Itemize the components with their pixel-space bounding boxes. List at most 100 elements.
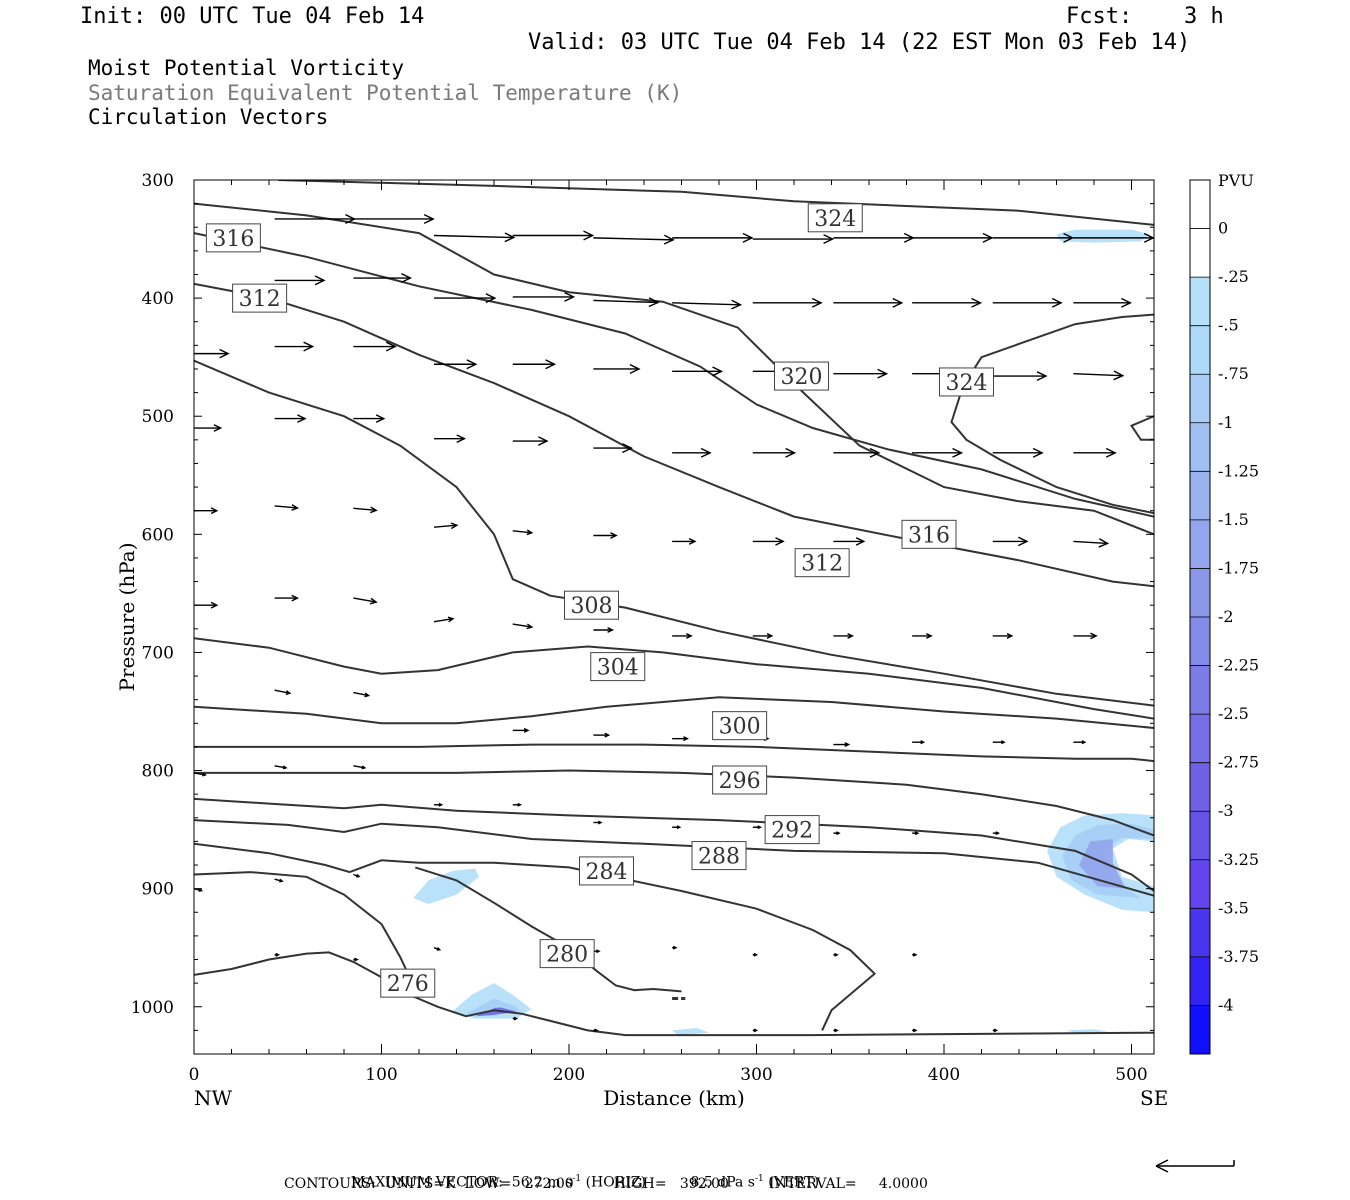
vector-head <box>291 504 300 511</box>
vector-99 <box>912 952 918 957</box>
vector-26 <box>512 359 557 370</box>
vector-head <box>823 234 835 245</box>
vector-44 <box>992 447 1044 458</box>
contour-288-4 <box>194 819 1154 897</box>
vector-98 <box>833 952 839 957</box>
vector-shaft <box>672 302 741 306</box>
vector-1 <box>353 213 435 224</box>
max-horiz-value: 56.2 m s <box>511 1174 573 1191</box>
circulation-vectors <box>194 213 1154 1033</box>
x-tick-label: 100 <box>365 1065 397 1085</box>
colorbar-segment <box>1190 277 1210 326</box>
contour-280-1 <box>194 871 411 978</box>
contour-label-text: 324 <box>946 371 988 396</box>
contour-label-308-7: 308 <box>564 590 619 620</box>
vector-head <box>766 632 774 639</box>
vector-head <box>596 949 601 954</box>
vector-57 <box>1073 538 1110 548</box>
vector-head <box>1105 447 1117 458</box>
vector-79 <box>1073 740 1087 745</box>
vector-head <box>1098 538 1110 548</box>
vector-head <box>291 594 300 602</box>
vector-head <box>1018 536 1029 547</box>
vector-76 <box>833 742 851 748</box>
vector-80 <box>194 772 207 777</box>
vector-102 <box>512 1016 519 1021</box>
max-vector-line: MAXIMUM VECTOR: 56.2 m s-1 (HORIZ) 8.5 d… <box>342 1158 819 1191</box>
vector-shaft <box>353 507 377 512</box>
vector-head <box>375 414 386 423</box>
contour-label-box <box>774 361 829 391</box>
contour-label-box <box>205 223 261 253</box>
init-time: Init: 00 UTC Tue 04 Feb 14 <box>80 4 425 29</box>
contour-label-312-1: 312 <box>232 283 288 313</box>
contour-label-text: 284 <box>586 860 628 885</box>
colorbar-unit: PVU <box>1218 171 1254 190</box>
vector-head <box>526 623 534 630</box>
vector-head <box>834 1028 839 1033</box>
vector-head <box>648 297 660 308</box>
vector-85 <box>593 820 603 825</box>
vector-3 <box>512 230 595 241</box>
vector-36 <box>353 414 386 423</box>
vector-72 <box>512 727 530 733</box>
contour-label-box <box>901 519 957 549</box>
x-tick-label: 0 <box>189 1065 200 1085</box>
vector-65 <box>752 632 774 639</box>
vector-90 <box>992 831 1001 836</box>
max-horiz-exponent: -1 <box>572 1174 582 1184</box>
vector-18 <box>833 297 904 308</box>
colorbar-label: -.5 <box>1218 316 1239 335</box>
contour-label-text: 280 <box>546 943 588 968</box>
colorbar-label: -2.5 <box>1218 704 1249 723</box>
vector-head <box>285 690 292 695</box>
vector-84 <box>512 802 522 807</box>
vector-head <box>438 802 444 807</box>
vector-56 <box>992 536 1029 547</box>
colorbar-segment <box>1190 1005 1210 1054</box>
y-tick-label: 1000 <box>131 998 174 1018</box>
contour-label-box <box>939 367 994 397</box>
colorbar-segment <box>1190 859 1210 909</box>
vector-24 <box>353 341 397 352</box>
contour-label-text: 316 <box>212 227 254 252</box>
x-tick-label: 500 <box>1115 1065 1147 1085</box>
vector-43 <box>912 447 964 458</box>
vector-38 <box>512 436 549 446</box>
colorbar-segment <box>1190 568 1210 617</box>
vector-74 <box>672 736 689 742</box>
y-axis-title: Pressure (hPa) <box>115 543 139 692</box>
vector-41 <box>752 447 797 458</box>
vector-shaft <box>274 765 287 769</box>
vector-head <box>629 363 641 374</box>
colorbar-segment <box>1190 325 1210 375</box>
mpv-shade-8 <box>672 1028 710 1036</box>
vector-61 <box>433 616 455 623</box>
contour-label-text: 308 <box>571 594 613 619</box>
vector-67 <box>912 632 933 639</box>
colorbar-segment <box>1190 228 1210 278</box>
contour-324-15 <box>950 313 1154 515</box>
vector-head <box>982 232 994 243</box>
vector-head <box>952 447 964 458</box>
vector-shaft <box>593 299 658 304</box>
vector-60 <box>353 597 378 605</box>
vector-12 <box>353 273 412 284</box>
vector-head <box>1000 740 1006 745</box>
vector-head <box>712 366 724 377</box>
contour-label-text: 312 <box>801 552 843 577</box>
vector-head <box>597 820 603 825</box>
vector-head <box>1090 632 1098 640</box>
contour-296-6 <box>194 769 1154 837</box>
vector-head <box>700 447 712 458</box>
vector-head <box>1113 370 1125 381</box>
vector-head <box>210 507 219 515</box>
vector-head <box>538 436 549 446</box>
vector-shaft <box>353 765 365 769</box>
contour-label-296-10: 296 <box>712 765 768 795</box>
colorbar-label: -4 <box>1218 995 1234 1014</box>
vector-head <box>1081 740 1087 745</box>
colorbar-label: -1.75 <box>1218 558 1259 577</box>
vector-64 <box>672 632 693 639</box>
vector-head <box>545 359 557 370</box>
